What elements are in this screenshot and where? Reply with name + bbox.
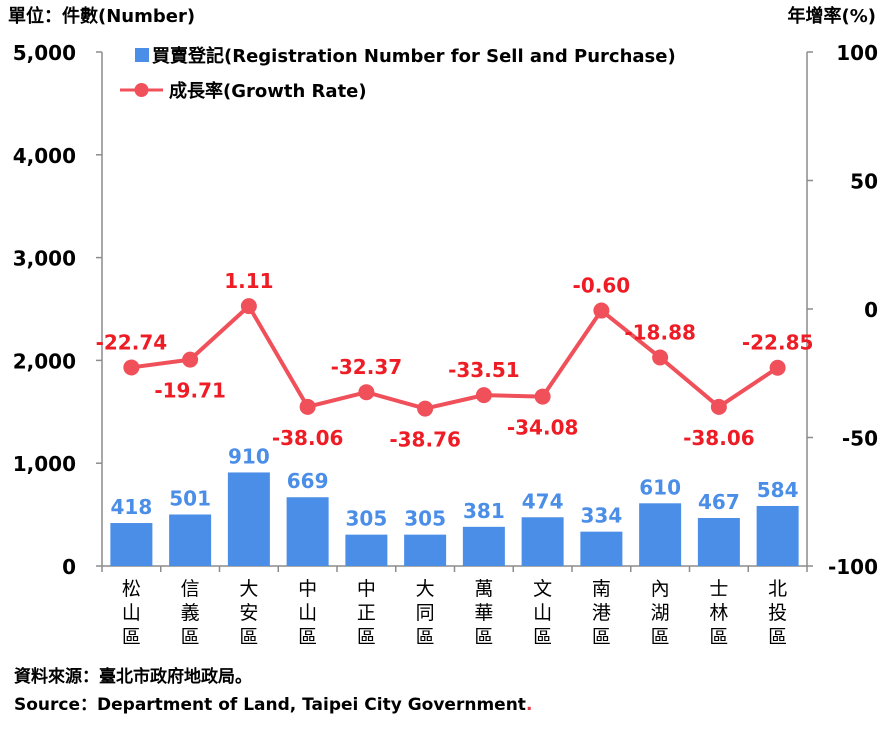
category-label: 士林區 — [709, 578, 728, 648]
legend-bar-label: 買賣登記(Registration Number for Sell and Pu… — [152, 45, 676, 67]
bar — [639, 503, 682, 566]
growth-marker — [123, 359, 140, 376]
left-tick-label: 3,000 — [13, 247, 76, 271]
growth-value-label: -38.06 — [683, 426, 755, 450]
growth-marker — [652, 349, 669, 366]
bar-value-label: 610 — [639, 475, 681, 499]
growth-value-label: -22.85 — [742, 331, 814, 355]
growth-value-label: -32.37 — [331, 355, 403, 379]
bar — [110, 523, 153, 566]
right-tick-label: -100 — [828, 555, 878, 579]
right-tick-label: 50 — [850, 170, 878, 194]
category-label: 大安區 — [239, 578, 258, 648]
bar — [404, 534, 447, 566]
source-note-chinese: 資料來源：臺北市政府地政局。 — [14, 667, 252, 687]
growth-marker — [593, 302, 610, 319]
growth-marker — [299, 398, 316, 415]
bar-value-label: 474 — [522, 489, 564, 513]
bar-value-label: 669 — [287, 469, 329, 493]
growth-line — [131, 304, 779, 411]
category-label: 南港區 — [592, 578, 611, 648]
category-label: 內湖區 — [651, 578, 670, 648]
growth-marker — [769, 359, 786, 376]
bar — [521, 517, 564, 566]
right-tick-label: 0 — [864, 298, 878, 322]
bar-value-label: 910 — [228, 444, 270, 468]
right-axis-title: 年增率(%) — [788, 5, 877, 27]
left-tick-label: 5,000 — [13, 41, 76, 65]
growth-marker — [710, 398, 727, 415]
category-label: 萬華區 — [474, 578, 493, 648]
growth-marker — [182, 351, 199, 368]
legend: 買賣登記(Registration Number for Sell and Pu… — [120, 45, 676, 102]
growth-marker — [417, 400, 434, 417]
combo-chart: 單位：件數(Number) 年增率(%) 0 1,000 2,000 3,000 4,0… — [8, 5, 878, 648]
source-note-english: Source：Department of Land, Taipei City G… — [14, 690, 532, 715]
category-label: 文山區 — [533, 578, 552, 648]
growth-marker — [475, 387, 492, 404]
line-labels: -22.74 -19.71 1.11 -38.06 -32.37 -38.76 -33.51… — [96, 269, 814, 451]
legend-line-label: 成長率(Growth Rate) — [169, 80, 367, 102]
bar — [169, 514, 212, 566]
growth-marker — [358, 384, 375, 401]
growth-value-label: -38.76 — [389, 428, 461, 452]
bar-value-label: 418 — [111, 495, 153, 519]
bar-value-label: 334 — [581, 504, 623, 528]
bar — [756, 505, 799, 566]
bar — [580, 531, 623, 566]
category-label: 北投區 — [768, 578, 787, 648]
left-tick-label: 0 — [62, 555, 76, 579]
left-tick-label: 4,000 — [13, 144, 76, 168]
category-label: 松山區 — [122, 578, 141, 648]
category-label: 中正區 — [357, 578, 376, 648]
category-label: 中山區 — [298, 578, 317, 648]
growth-value-label: 1.11 — [224, 269, 273, 293]
line-series — [123, 298, 786, 417]
bar-value-label: 381 — [463, 499, 505, 523]
source-note-english-text: Source：Department of Land, Taipei City G… — [14, 695, 526, 715]
growth-value-label: -22.74 — [96, 330, 168, 354]
bar-value-label: 305 — [346, 507, 388, 531]
bar — [286, 497, 329, 566]
growth-value-label: -34.08 — [507, 416, 579, 440]
source-note-english-period: . — [525, 695, 533, 715]
bar — [227, 472, 270, 566]
growth-value-label: -19.71 — [154, 379, 226, 403]
left-axis-ticks: 0 1,000 2,000 3,000 4,000 5,000 — [13, 41, 102, 579]
legend-bar-swatch — [135, 48, 149, 62]
bar — [345, 534, 388, 566]
bar — [697, 517, 740, 566]
bar — [462, 526, 505, 566]
legend-line-marker — [134, 83, 149, 97]
bar-value-label: 584 — [757, 478, 799, 502]
left-tick-label: 1,000 — [13, 452, 76, 476]
bar-value-label: 467 — [698, 490, 740, 514]
growth-value-label: -38.06 — [272, 426, 344, 450]
category-labels: 松山區 信義區 大安區 中山區 中正區 大同區 萬華區 文山區 南港區 內湖區 士林區 北投區 — [101, 566, 808, 648]
right-tick-label: 100 — [836, 41, 878, 65]
bar-labels: 418 501 910 669 305 305 381 474 334 610 467 584 — [111, 444, 799, 530]
bar-series — [110, 472, 799, 566]
growth-value-label: -18.88 — [624, 321, 696, 345]
growth-value-label: -0.60 — [573, 274, 631, 298]
category-label: 信義區 — [181, 578, 200, 648]
growth-value-label: -33.51 — [448, 358, 520, 382]
left-axis-title: 單位：件數(Number) — [8, 5, 195, 27]
bar-value-label: 305 — [404, 507, 446, 531]
bar-value-label: 501 — [169, 486, 211, 510]
left-tick-label: 2,000 — [13, 349, 76, 373]
right-axis-ticks: -100 -50 0 50 100 — [807, 41, 878, 579]
growth-marker — [240, 298, 257, 315]
growth-marker — [534, 388, 551, 405]
category-label: 大同區 — [416, 578, 435, 648]
right-tick-label: -50 — [842, 427, 878, 451]
